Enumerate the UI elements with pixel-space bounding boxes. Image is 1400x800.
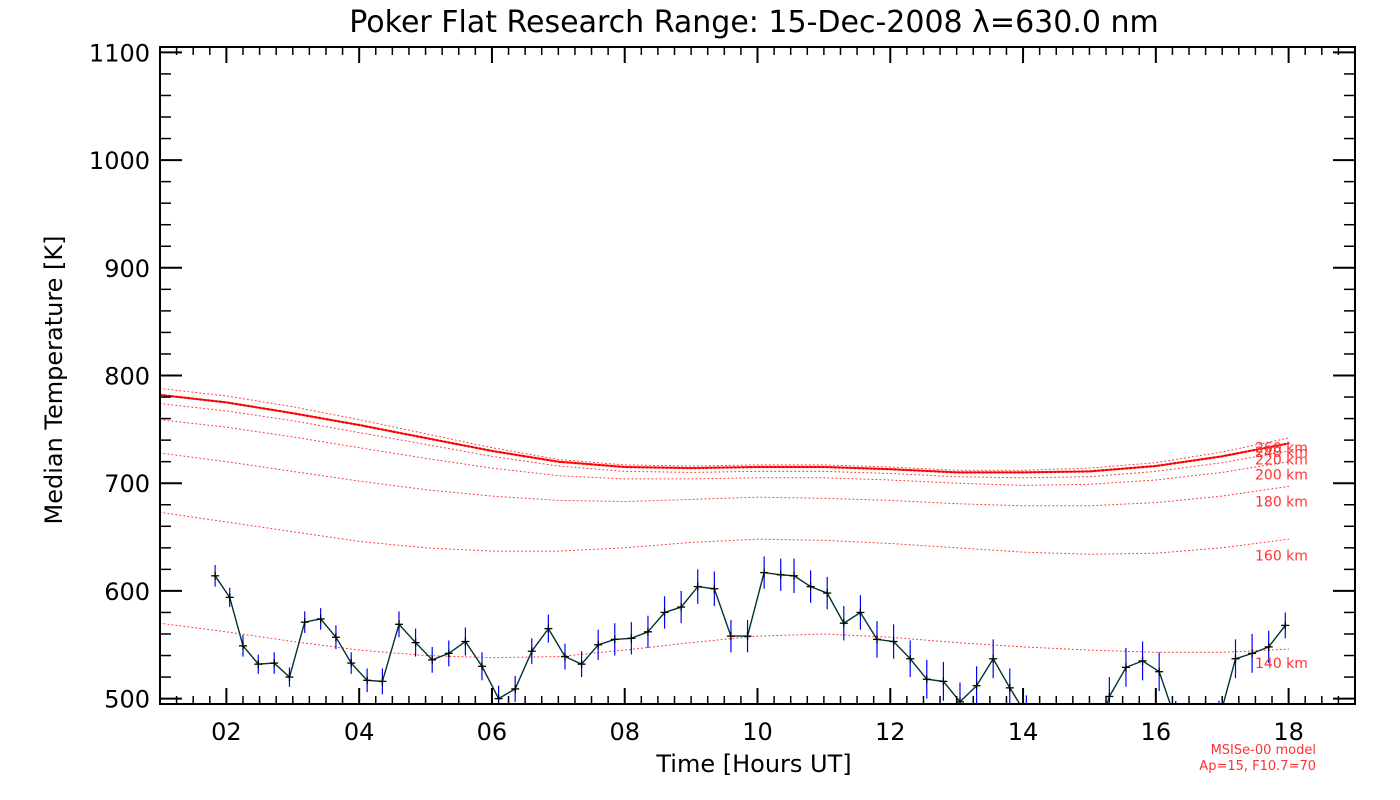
y-tick-label: 800 [104, 363, 150, 391]
data-point [494, 694, 503, 703]
data-point [889, 637, 898, 646]
measured-line [1106, 696, 1111, 704]
data-point [378, 677, 387, 686]
data-point [316, 614, 325, 623]
model-params-note: Ap=15, F10.7=70 [1199, 759, 1316, 774]
data-point [856, 608, 865, 617]
data-point [254, 660, 263, 669]
data-point [643, 627, 652, 636]
x-tick-label: 18 [1273, 718, 1304, 746]
data-point [922, 675, 931, 684]
series-label: 200 km [1255, 468, 1308, 484]
data-point [1005, 683, 1014, 692]
x-tick-label: 14 [1008, 718, 1039, 746]
data-point [560, 652, 569, 661]
data-point [873, 635, 881, 644]
data-point [839, 619, 848, 628]
data-point [1248, 649, 1257, 658]
data-point [270, 659, 279, 668]
series-label: 220 km [1255, 453, 1308, 469]
model-note: MSISe-00 model [1211, 743, 1316, 758]
series-label: 140 km [1255, 656, 1308, 672]
x-tick-label: 16 [1141, 718, 1172, 746]
model-curve-240-km [160, 393, 1290, 474]
data-point [627, 634, 636, 643]
data-point [760, 568, 769, 577]
data-point [776, 570, 785, 579]
data-point [331, 633, 340, 642]
data-point [211, 571, 220, 580]
y-tick-label: 900 [104, 255, 150, 283]
data-point [989, 654, 998, 663]
data-point [477, 662, 486, 671]
data-point [610, 635, 619, 644]
data-point [594, 640, 603, 649]
y-tick-label: 1100 [89, 39, 150, 67]
data-point [363, 676, 372, 685]
data-point [411, 638, 420, 647]
y-tick-label: 500 [104, 686, 150, 714]
series-label: 240 km [1255, 445, 1308, 461]
x-tick-label: 02 [211, 718, 242, 746]
x-tick-label: 06 [477, 718, 508, 746]
data-point [511, 684, 520, 693]
series-label: 160 km [1255, 548, 1308, 564]
x-tick-label: 04 [344, 718, 375, 746]
chart-title: Poker Flat Research Range: 15-Dec-2008 λ… [349, 5, 1158, 40]
data-point [544, 624, 553, 633]
data-point [527, 647, 536, 656]
y-tick-label: 700 [104, 470, 150, 498]
data-point [726, 632, 735, 641]
data-point [1281, 621, 1290, 630]
data-point [677, 603, 686, 612]
data-point [1138, 656, 1147, 665]
series-label: 260 km [1255, 441, 1308, 457]
data-point [285, 673, 294, 682]
data-point [823, 589, 832, 598]
axis-ticks: 02 04 06 08 10 12 14 16 18 500 600 700 800 900 1000 110… [89, 39, 1355, 746]
data-point [300, 618, 309, 627]
data-point [395, 620, 403, 629]
data-point [1264, 642, 1273, 651]
data-point [939, 677, 948, 686]
data-point [660, 608, 669, 617]
data-point [693, 582, 702, 591]
y-tick-label: 1000 [89, 147, 150, 175]
data-point [428, 655, 437, 664]
data-point [1121, 663, 1130, 672]
data-point [444, 649, 453, 658]
model-curve-180-km [160, 452, 1290, 507]
model-curves [160, 387, 1290, 659]
data-point [710, 584, 719, 593]
data-point [743, 632, 752, 641]
model-curve-200-km [160, 419, 1290, 486]
data-point [225, 593, 234, 602]
measured-series [211, 556, 1290, 704]
data-point [577, 660, 586, 669]
series-label: 180 km [1255, 495, 1308, 511]
data-point [1231, 654, 1240, 663]
x-tick-label: 10 [742, 718, 773, 746]
data-point [790, 571, 799, 580]
data-point [1155, 667, 1164, 676]
data-point [461, 637, 470, 646]
x-tick-label: 08 [609, 718, 640, 746]
x-axis-title: Time [Hours UT] [655, 750, 851, 778]
y-tick-label: 600 [104, 578, 150, 606]
model-curve-140-km [160, 622, 1290, 659]
model-curve-160-km [160, 511, 1290, 555]
data-point [806, 582, 815, 591]
data-point [906, 654, 915, 663]
data-point [238, 641, 247, 650]
data-point [347, 659, 356, 668]
y-axis-title: Median Temperature [K] [40, 235, 68, 524]
x-tick-label: 12 [875, 718, 906, 746]
data-point [972, 681, 981, 690]
